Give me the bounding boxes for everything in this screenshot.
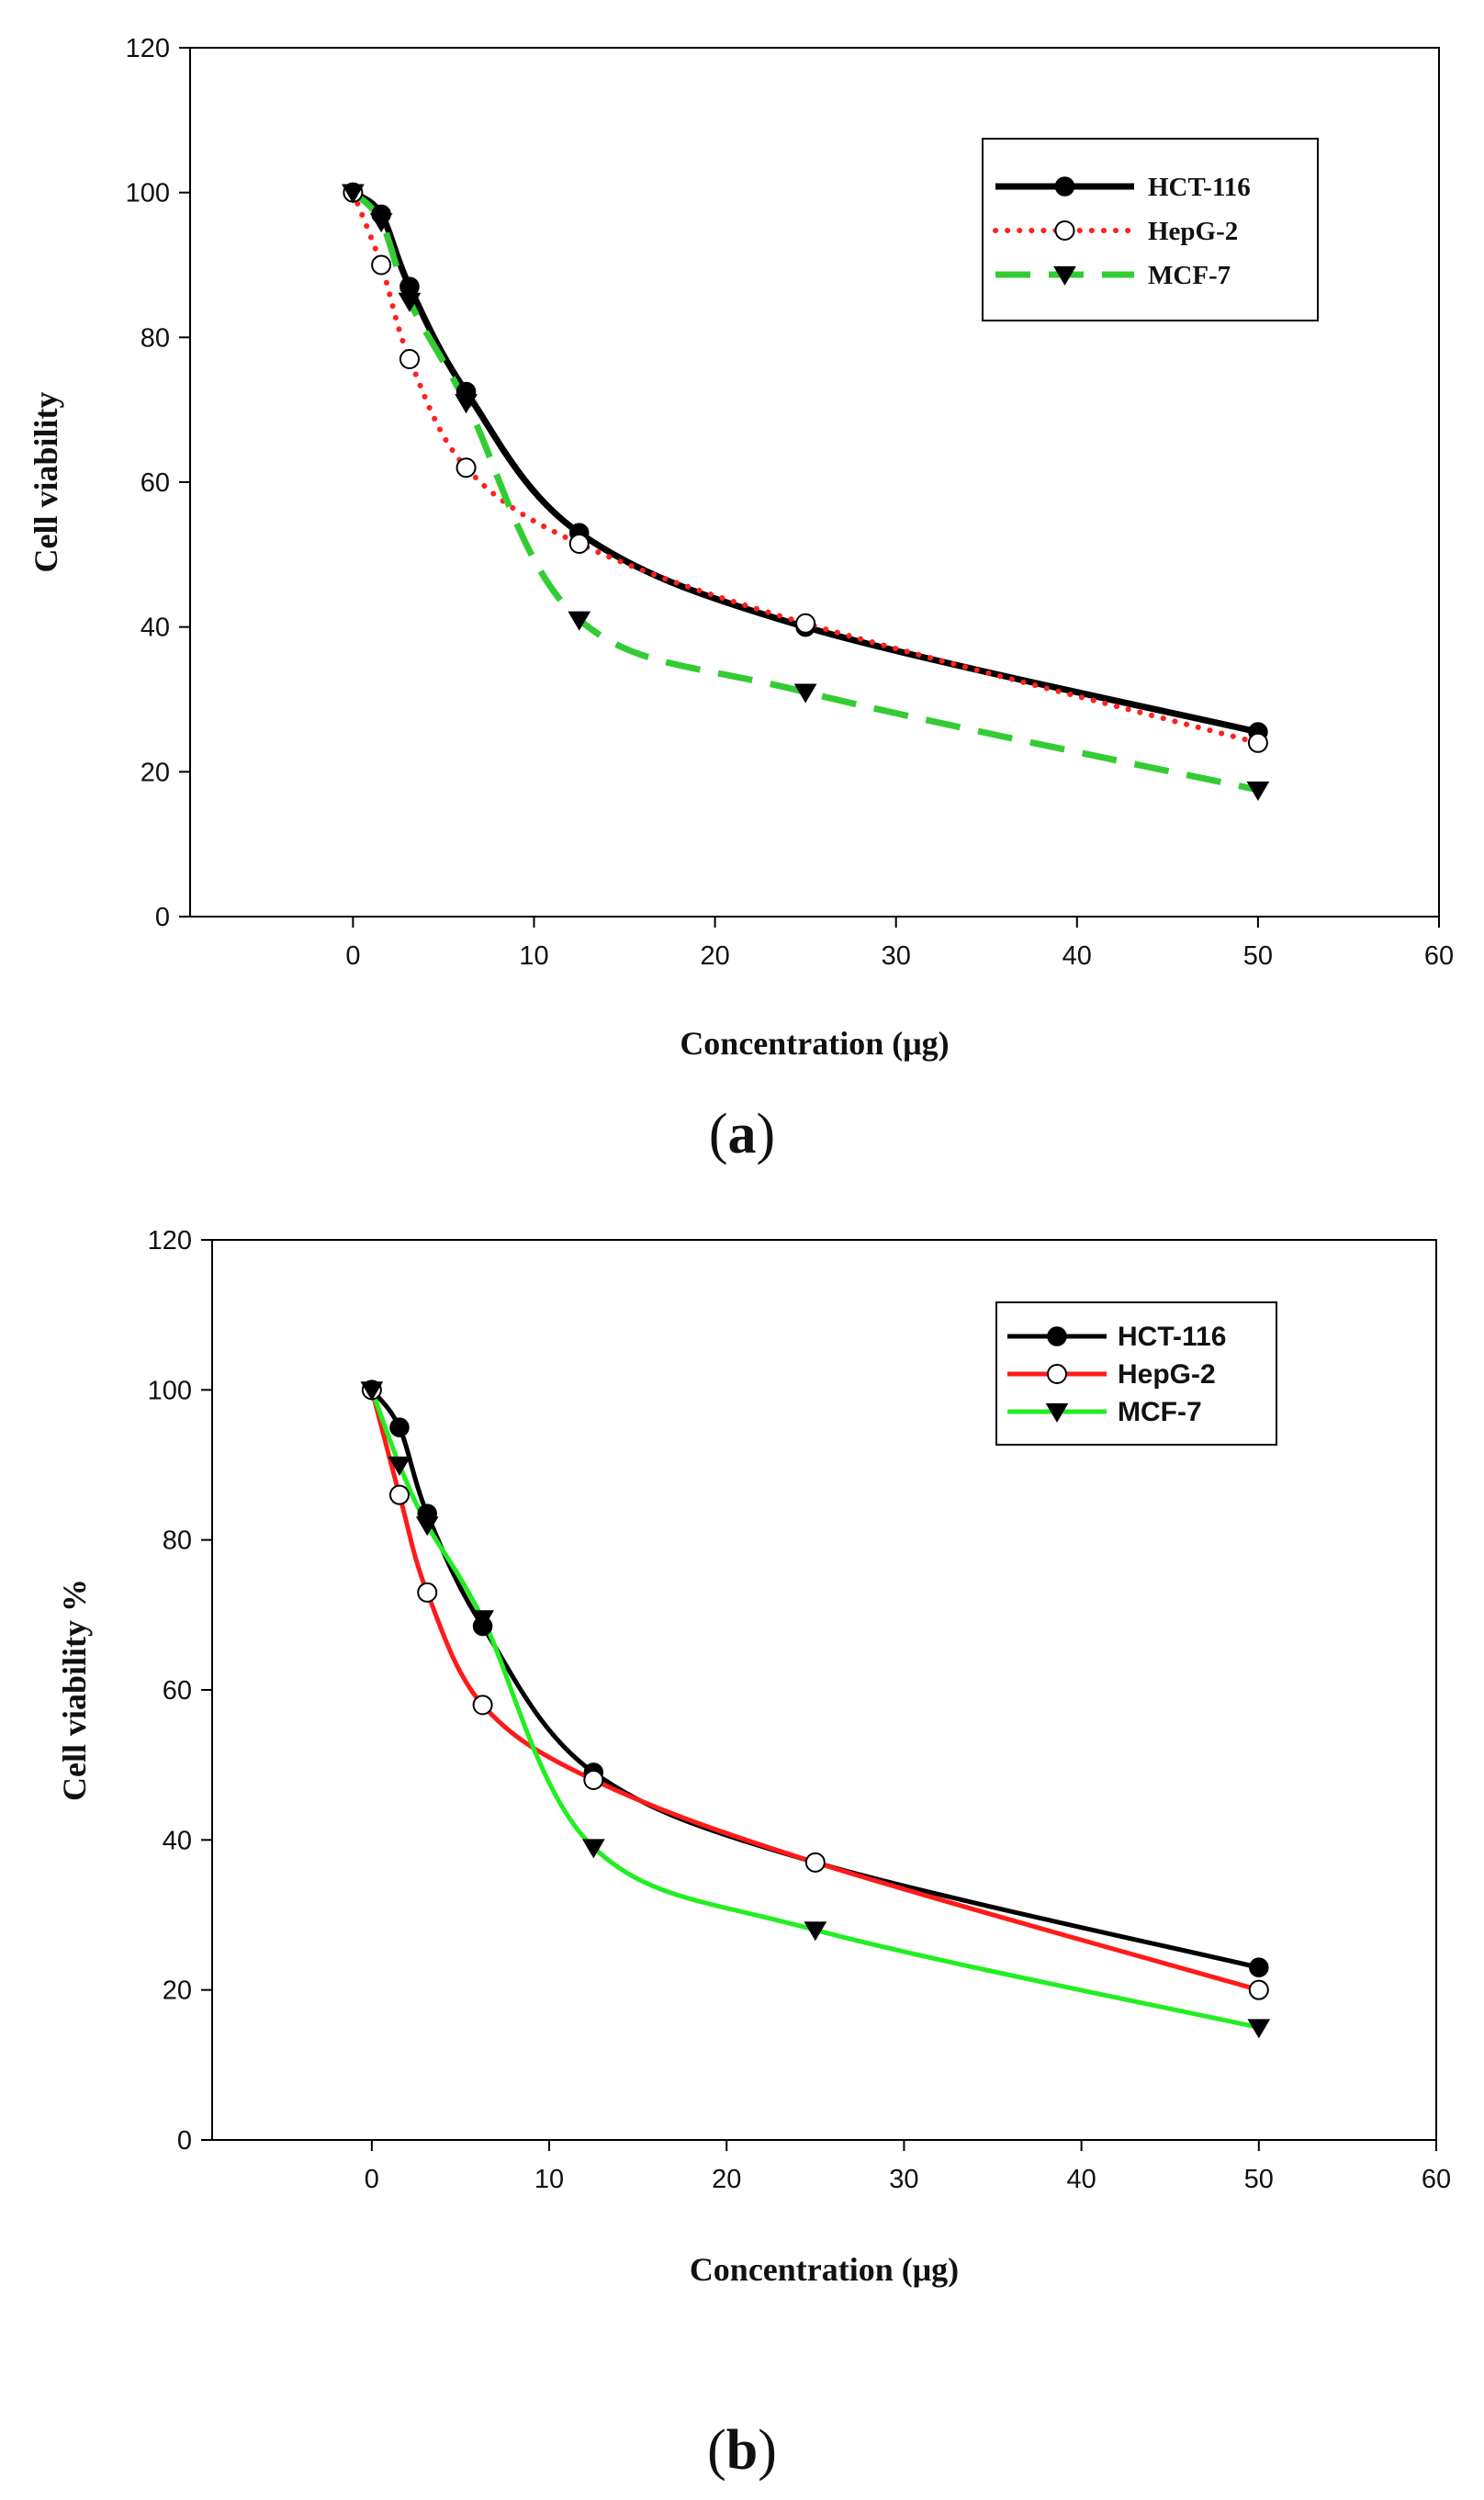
chart-a-x-tick-label: 50 bbox=[1243, 941, 1273, 971]
chart-a-point-hepg-2 bbox=[795, 613, 816, 634]
chart-b-series-line-hct-116 bbox=[369, 1388, 1260, 1970]
chart-a-legend-label-hepg-2: HepG-2 bbox=[1148, 217, 1238, 246]
chart-b-point-mcf-7 bbox=[360, 1381, 384, 1402]
chart-b-x-tick-label: 60 bbox=[1422, 2165, 1451, 2194]
chart-b-x-tick-label: 40 bbox=[1066, 2165, 1096, 2194]
chart-b-y-tick-label: 0 bbox=[177, 2126, 192, 2156]
chart-a-y-tick-label: 80 bbox=[141, 323, 170, 353]
chart-b-point-mcf-7 bbox=[471, 1610, 494, 1630]
chart-a-legend-marker-hct-116 bbox=[1054, 176, 1075, 197]
chart-a-point-mcf-7 bbox=[342, 184, 365, 204]
chart-a-y-tick-label: 0 bbox=[155, 903, 170, 932]
chart-a-y-tick-label: 120 bbox=[126, 34, 170, 63]
chart-b-point-hepg-2 bbox=[472, 1695, 493, 1716]
chart-b-legend-marker-hepg-2 bbox=[1047, 1364, 1067, 1384]
chart-b-point-hepg-2 bbox=[804, 1852, 826, 1873]
chart-b: 0 10 20 30 40 50 60 0 20 40 60 80 100 120 Concentratio… bbox=[56, 1226, 1451, 2482]
chart-b-legend-label-hepg-2: HepG-2 bbox=[1118, 1359, 1216, 1390]
chart-a-panel-label: (a) bbox=[709, 1103, 775, 1166]
chart-b-panel-label: (b) bbox=[707, 2419, 777, 2482]
chart-a-point-hepg-2 bbox=[1247, 732, 1268, 753]
chart-b-point-mcf-7 bbox=[581, 1839, 605, 1859]
chart-a-series-line-hepg-2 bbox=[350, 189, 1261, 746]
chart-b-legend-marker-hct-116 bbox=[1047, 1326, 1067, 1346]
chart-a-point-hepg-2 bbox=[455, 457, 477, 479]
chart-b-point-mcf-7 bbox=[1247, 2019, 1271, 2039]
chart-b-x-tick-label: 20 bbox=[712, 2165, 741, 2194]
chart-b-point-hepg-2 bbox=[389, 1484, 410, 1505]
chart-a-x-tick-label: 0 bbox=[345, 941, 360, 971]
chart-b-y-tick-label: 80 bbox=[163, 1526, 192, 1556]
chart-a: 0 10 20 30 40 50 60 0 20 40 60 80 100 120 Concentratio… bbox=[28, 34, 1454, 1166]
chart-a-x-tick-label: 60 bbox=[1424, 941, 1454, 971]
chart-a-x-tick-label: 20 bbox=[700, 941, 729, 971]
chart-a-x-tick-label: 30 bbox=[882, 941, 911, 971]
chart-a-legend-label-mcf-7: MCF-7 bbox=[1148, 261, 1231, 290]
chart-a-y-tick-label: 60 bbox=[141, 468, 170, 498]
chart-b-x-tick-label: 0 bbox=[365, 2165, 379, 2194]
chart-a-x-tick-label: 40 bbox=[1062, 941, 1092, 971]
chart-a-point-mcf-7 bbox=[1246, 781, 1270, 801]
chart-a-y-tick-label: 100 bbox=[126, 179, 170, 208]
chart-b-legend-label-mcf-7: MCF-7 bbox=[1118, 1397, 1202, 1427]
chart-b-y-tick-label: 120 bbox=[148, 1226, 192, 1256]
chart-b-point-mcf-7 bbox=[804, 1921, 827, 1942]
chart-b-point-hepg-2 bbox=[417, 1582, 438, 1603]
chart-b-point-hct-116 bbox=[1249, 1957, 1269, 1977]
chart-a-point-mcf-7 bbox=[369, 213, 393, 233]
chart-b-point-hepg-2 bbox=[1248, 1979, 1269, 2000]
chart-b-legend-marker-mcf-7 bbox=[1045, 1402, 1069, 1423]
chart-a-y-axis-title: Cell viability bbox=[28, 392, 64, 573]
chart-a-point-mcf-7 bbox=[455, 394, 478, 414]
chart-b-y-tick-label: 60 bbox=[163, 1676, 192, 1706]
chart-a-point-hepg-2 bbox=[371, 254, 392, 276]
chart-b-x-tick-label: 50 bbox=[1244, 2165, 1274, 2194]
chart-b-x-tick-label: 30 bbox=[889, 2165, 918, 2194]
chart-a-legend-marker-mcf-7 bbox=[1053, 265, 1076, 286]
chart-a-point-mcf-7 bbox=[568, 611, 591, 631]
chart-a-y-tick-label: 40 bbox=[141, 614, 170, 643]
chart-b-point-mcf-7 bbox=[388, 1456, 411, 1476]
chart-b-point-hepg-2 bbox=[583, 1770, 604, 1790]
chart-a-x-tick-label: 10 bbox=[519, 941, 548, 971]
chart-b-y-axis-title: Cell viability % bbox=[56, 1579, 93, 1801]
chart-a-y-tick-label: 20 bbox=[141, 758, 170, 787]
chart-a-legend-label-hct-116: HCT-116 bbox=[1148, 173, 1251, 202]
chart-b-legend-label-hct-116: HCT-116 bbox=[1118, 1322, 1226, 1352]
chart-a-x-axis-title: Concentration (μg) bbox=[680, 1025, 949, 1062]
chart-b-y-tick-label: 40 bbox=[163, 1826, 192, 1855]
chart-b-series-line-hepg-2 bbox=[369, 1389, 1260, 1993]
chart-b-point-hct-116 bbox=[389, 1417, 410, 1437]
chart-b-y-tick-label: 20 bbox=[163, 1976, 192, 2006]
chart-b-y-tick-label: 100 bbox=[148, 1376, 192, 1405]
chart-a-point-mcf-7 bbox=[793, 683, 817, 704]
chart-a-legend-marker-hepg-2 bbox=[1054, 220, 1075, 241]
chart-b-point-mcf-7 bbox=[415, 1516, 439, 1537]
chart-b-series-line-mcf-7 bbox=[369, 1389, 1260, 2030]
chart-a-series-line-hct-116 bbox=[351, 189, 1259, 736]
chart-b-x-axis-title: Concentration (μg) bbox=[690, 2251, 959, 2288]
chart-a-series-line-mcf-7 bbox=[350, 190, 1259, 794]
chart-b-x-tick-label: 10 bbox=[534, 2165, 564, 2194]
chart-a-point-hepg-2 bbox=[568, 534, 590, 555]
chart-a-point-mcf-7 bbox=[398, 292, 422, 312]
chart-a-legend-box bbox=[982, 138, 1319, 321]
chart-a-point-hepg-2 bbox=[399, 348, 420, 369]
